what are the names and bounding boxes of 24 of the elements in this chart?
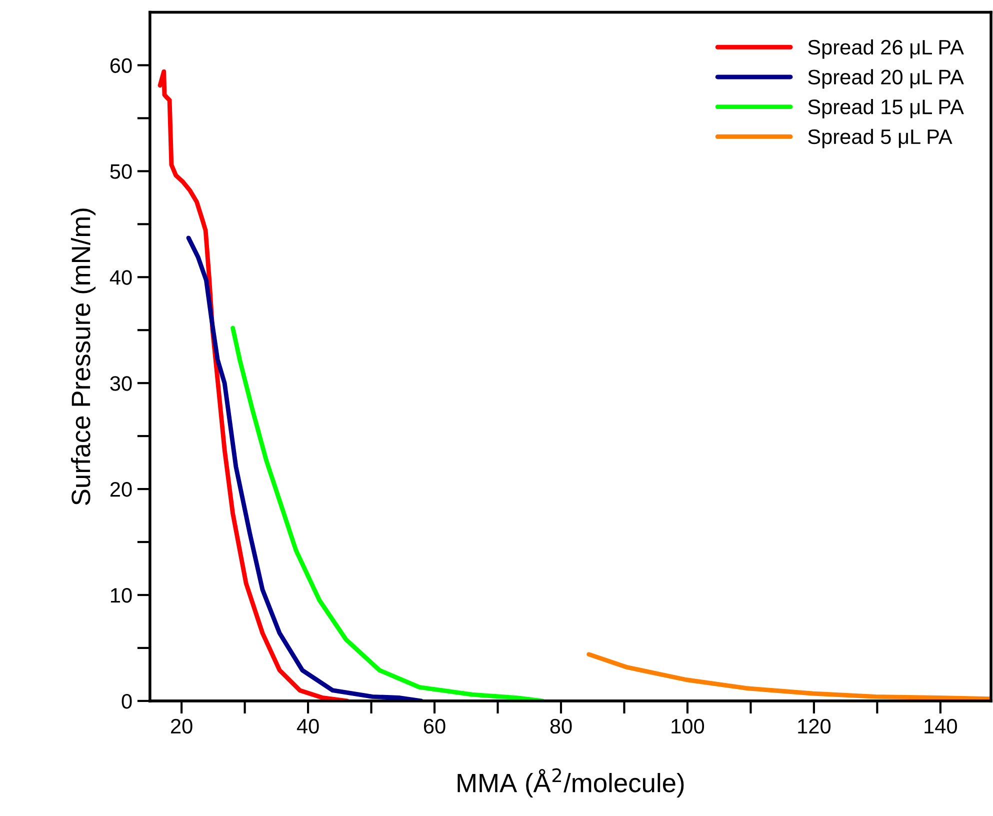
x-tick-label: 80 [550,718,572,734]
y-tick-label: 50 [110,164,132,179]
y-tick-label: 40 [110,270,132,285]
line-series [230,326,545,701]
legend-label: Spread 26 μL PA [808,39,964,59]
y-tick-label: 20 [110,482,132,497]
line-series [186,236,424,701]
line-series [158,69,350,701]
legend-label: Spread 15 μL PA [808,99,964,118]
x-tick-label: 120 [798,718,831,734]
y-axis-title: Surface Pressure (mN/m) [70,208,96,505]
y-tick-label: 10 [111,588,132,603]
x-tick-label: 20 [171,718,192,734]
y-tick-label: 60 [110,58,132,73]
y-tick-label: 0 [122,694,132,709]
x-tick-label: 100 [672,718,704,734]
x-tick-label: 60 [424,718,446,734]
x-tick-label: 140 [924,718,957,734]
y-tick-label: 30 [110,376,132,391]
line-series [586,652,992,701]
x-axis-title: MMA (Å$^{2}$/molecule) [458,768,684,798]
legend-label: Spread 5 μL PA [808,128,952,148]
legend-label: Spread 20 μL PA [808,69,964,89]
x-tick-label: 40 [296,718,319,734]
